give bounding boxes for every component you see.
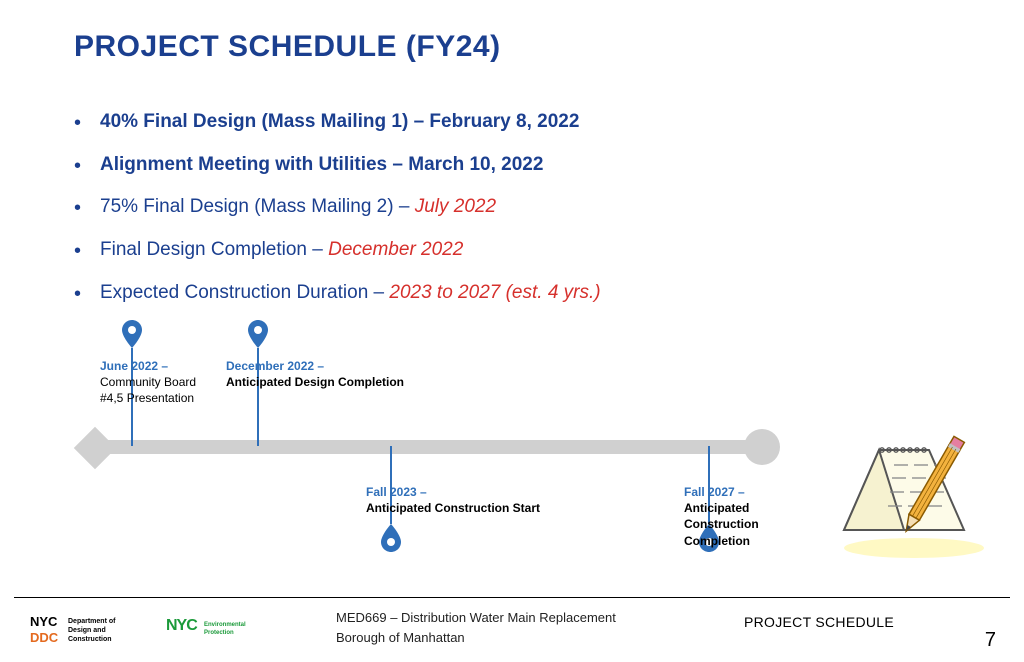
timeline-event-desc: Anticipated Construction Completion: [684, 501, 759, 547]
timeline-event-date: December 2022 –: [226, 359, 324, 373]
svg-text:Protection: Protection: [204, 630, 234, 636]
bullet-text: Final Design Completion –: [100, 239, 328, 260]
bullet-item: 40% Final Design (Mass Mailing 1) – Febr…: [74, 110, 794, 135]
bullet-date: December 2022: [328, 239, 463, 260]
svg-text:Department of: Department of: [68, 618, 116, 625]
pin-icon: [248, 320, 268, 350]
bullet-item: Final Design Completion – December 2022: [74, 238, 794, 263]
footer-project-title: MED669 – Distribution Water Main Replace…: [336, 608, 616, 628]
bullet-item: Alignment Meeting with Utilities – March…: [74, 153, 794, 178]
logo-ddc-icon: NYC DDC Department of Design and Constru…: [30, 612, 150, 648]
timeline: June 2022 – Community Board #4,5 Present…: [80, 426, 780, 586]
bullet-date: 2023 to 2027 (est. 4 yrs.): [389, 282, 600, 303]
timeline-bar: [100, 440, 760, 454]
timeline-label: Fall 2027 – Anticipated Construction Com…: [684, 484, 794, 549]
bullet-item: 75% Final Design (Mass Mailing 2) – July…: [74, 195, 794, 220]
timeline-label: Fall 2023 – Anticipated Construction Sta…: [366, 484, 566, 516]
footer-section-label: PROJECT SCHEDULE: [744, 614, 894, 630]
svg-text:NYC: NYC: [166, 617, 198, 634]
timeline-event-date: June 2022 –: [100, 359, 168, 373]
svg-text:Environmental: Environmental: [204, 622, 246, 628]
logo-dep-icon: NYC Environmental Protection: [166, 612, 236, 648]
timeline-label: December 2022 – Anticipated Design Compl…: [226, 358, 426, 390]
svg-text:Construction: Construction: [68, 636, 112, 643]
svg-text:Design and: Design and: [68, 627, 106, 634]
footer-project-subtitle: Borough of Manhattan: [336, 628, 616, 648]
timeline-end-icon: [744, 429, 780, 465]
timeline-event-desc: Anticipated Construction Start: [366, 501, 540, 515]
bullet-list: 40% Final Design (Mass Mailing 1) – Febr…: [74, 110, 794, 323]
bullet-date: July 2022: [415, 196, 496, 217]
bullet-text: 75% Final Design (Mass Mailing 2) –: [100, 196, 415, 217]
timeline-label: June 2022 – Community Board #4,5 Present…: [100, 358, 220, 407]
footer: NYC DDC Department of Design and Constru…: [0, 598, 1024, 662]
logo-ddc-text: DDC: [30, 630, 59, 645]
footer-page-number: 7: [985, 629, 996, 652]
bullet-text: Expected Construction Duration –: [100, 282, 389, 303]
calendar-icon: [834, 430, 994, 560]
timeline-event-date: Fall 2023 –: [366, 485, 427, 499]
pin-icon: [381, 522, 401, 552]
bullet-text: Alignment Meeting with Utilities – March…: [100, 154, 543, 175]
bullet-text: 40% Final Design (Mass Mailing 1) – Febr…: [100, 111, 579, 132]
logo-nyc-text: NYC: [30, 614, 58, 629]
timeline-event-desc: Community Board #4,5 Presentation: [100, 375, 196, 405]
pin-icon: [122, 320, 142, 350]
footer-project-info: MED669 – Distribution Water Main Replace…: [336, 608, 616, 648]
timeline-event-desc: Anticipated Design Completion: [226, 375, 404, 389]
timeline-event-date: Fall 2027 –: [684, 485, 745, 499]
bullet-item: Expected Construction Duration – 2023 to…: [74, 281, 794, 306]
slide: { "title": "PROJECT SCHEDULE (FY24)", "b…: [0, 0, 1024, 662]
page-title: PROJECT SCHEDULE (FY24): [74, 30, 501, 64]
